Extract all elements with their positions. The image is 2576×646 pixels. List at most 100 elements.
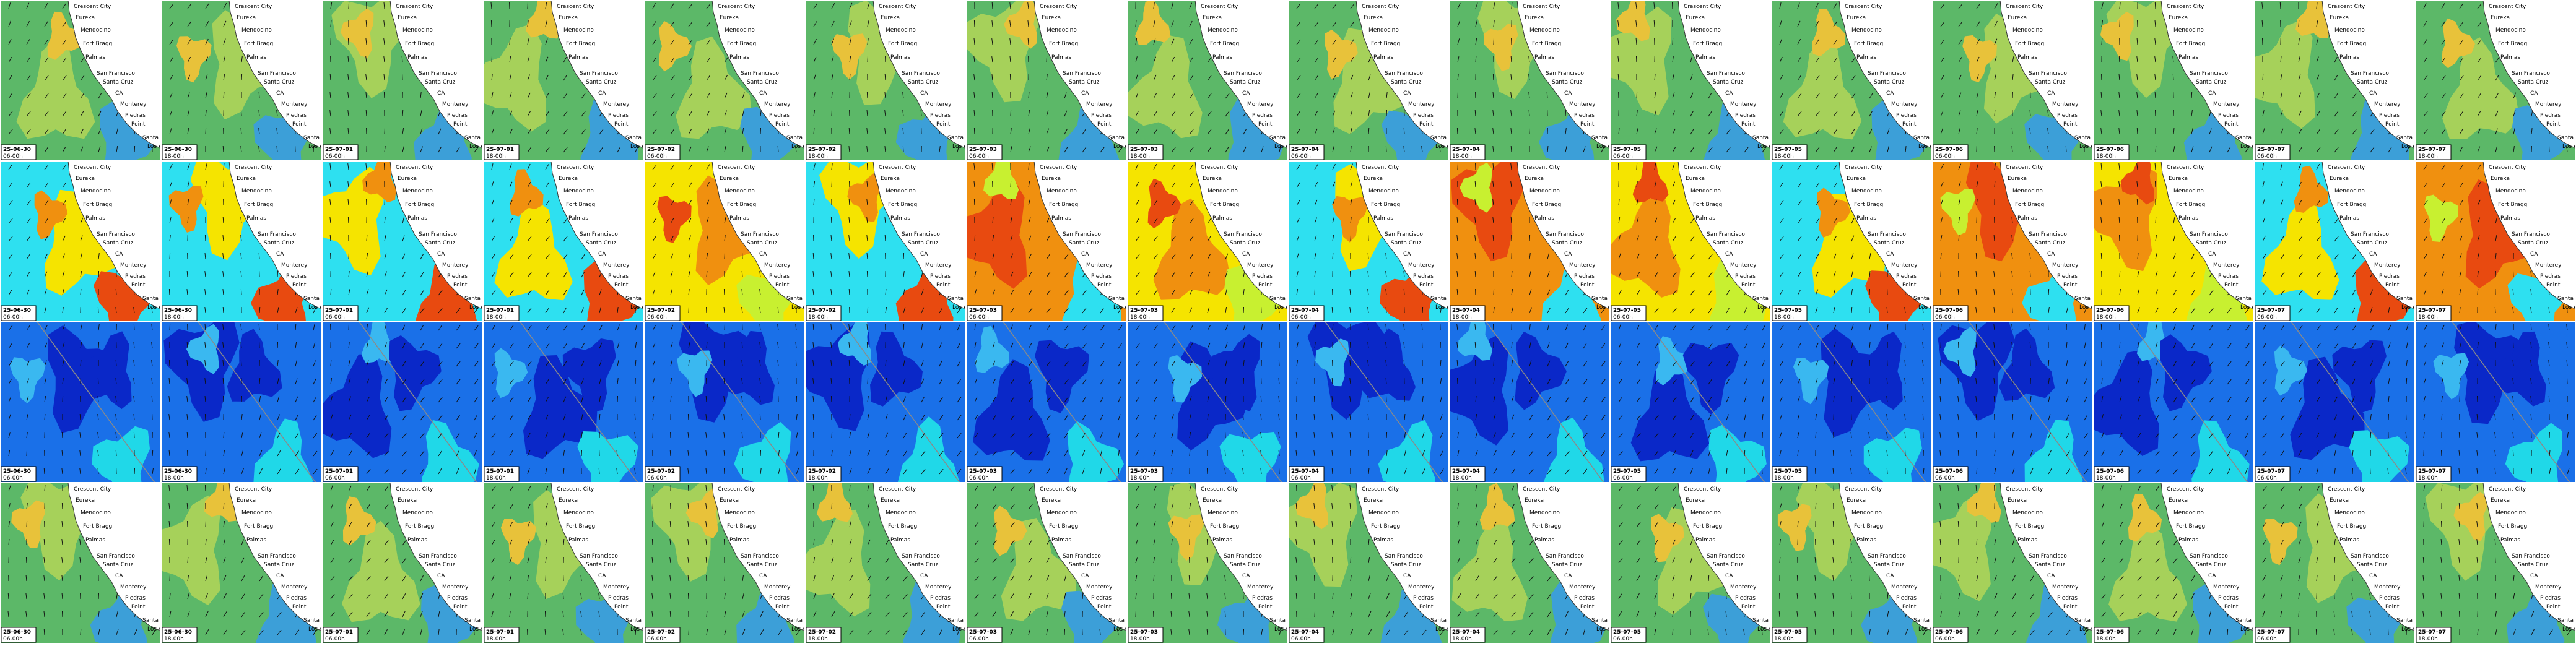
place-label: Monterey [1891,101,1918,108]
place-label: Palmas [1856,215,1876,222]
place-label: Piedras [2057,273,2078,280]
place-label: Mendocino [1852,188,1882,194]
timestamp-time: 18-00h [808,475,828,481]
wind-arrow [903,324,904,330]
place-label: San Francisco [2029,231,2067,238]
timestamp-date: 25-07-02 [647,147,675,153]
timestamp-time: 18-00h [1452,314,1472,321]
place-label: Fort Bragg [1693,41,1722,47]
place-label: Eureka [881,176,900,182]
place-label: Palmas [1534,215,1554,222]
place-label: Palmas [2017,215,2037,222]
place-label: Palmas [2339,54,2359,61]
wind-arrow [384,163,385,170]
wind-arrow [348,217,349,223]
wind-arrow [205,235,206,241]
place-label: Piedras [930,273,951,280]
place-label: Monterey [1086,101,1113,108]
wind-arrow [2137,199,2138,205]
timestamp-date: 25-07-04 [1291,308,1319,314]
place-label: Monterey [1730,101,1757,108]
timestamp-date: 25-07-05 [1613,147,1641,153]
place-label: Eureka [881,15,900,21]
place-label: Monterey [2374,101,2401,108]
place-label: CA [598,251,606,257]
place-label: Fort Bragg [2176,41,2205,47]
place-label: Piedras [1896,113,1917,119]
wind-arrow [1958,450,1959,456]
wind-arrow [2406,414,2407,420]
place-label: Piedras [930,113,951,119]
timestamp-time: 18-00h [164,475,184,481]
place-label: Mendocino [1530,188,1560,194]
place-label: CA [1725,251,1733,257]
place-label: Palmas [1373,54,1393,61]
place-label: San Francisco [419,71,457,77]
place-label: Santa Cruz [2035,240,2066,246]
timestamp-date: 25-07-05 [1774,468,1802,475]
place-label: Fort Bragg [1532,202,1561,208]
place-label: Piedras [2218,273,2239,280]
wind-arrow [2048,289,2049,295]
wind-arrow [2370,432,2371,438]
place-label: Palmas [1856,54,1876,61]
place-label: Crescent City [74,165,111,171]
place-label: Santa Cruz [1552,79,1583,85]
place-label: Monterey [2535,101,2562,108]
place-label: Monterey [603,262,630,269]
place-label: Point [2546,282,2561,288]
wind-arrow [617,396,618,402]
wind-arrow [1010,74,1011,80]
place-label: Crescent City [1845,4,1882,10]
timestamp-time: 06-00h [325,314,345,321]
place-label: Point [131,121,146,127]
wind-arrow [2173,74,2174,80]
place-label: Eureka [1847,15,1866,21]
timestamp-time: 18-00h [1774,153,1794,160]
place-label: Santa Cruz [264,240,295,246]
place-label: CA [759,251,767,257]
place-label: Eureka [1364,176,1383,182]
place-label: Mendocino [2334,188,2365,194]
place-label: Crescent City [1040,4,1077,10]
place-label: Eureka [1686,15,1705,21]
wind-arrow [2137,128,2138,134]
place-label: Santa Cruz [586,240,617,246]
place-label: Eureka [720,176,739,182]
wind-arrow [2280,2,2281,9]
wind-arrow [2567,414,2568,420]
place-label: Santa Cruz [908,240,939,246]
timestamp-date: 25-07-05 [1774,308,1802,314]
place-label: Monterey [1569,262,1596,269]
place-label: Santa Cruz [103,240,134,246]
wind-arrow [1994,396,1995,402]
place-label: Mendocino [1530,27,1560,33]
wind-arrow [1279,324,1280,330]
timestamp-time: 06-00h [3,153,23,160]
place-label: Eureka [237,15,256,21]
wind-arrow [2459,432,2460,438]
wind-arrow [277,271,278,277]
place-label: Crescent City [1523,4,1560,10]
timestamp-date: 25-07-06 [2096,147,2124,153]
place-label: Monterey [442,101,469,108]
place-label: Mendocino [724,27,755,33]
place-label: Monterey [442,262,469,269]
place-label: Eureka [1525,176,1544,182]
place-label: Crescent City [1201,4,1238,10]
place-label: Santa Cruz [2196,240,2227,246]
timestamp-date: 25-07-01 [486,468,514,475]
